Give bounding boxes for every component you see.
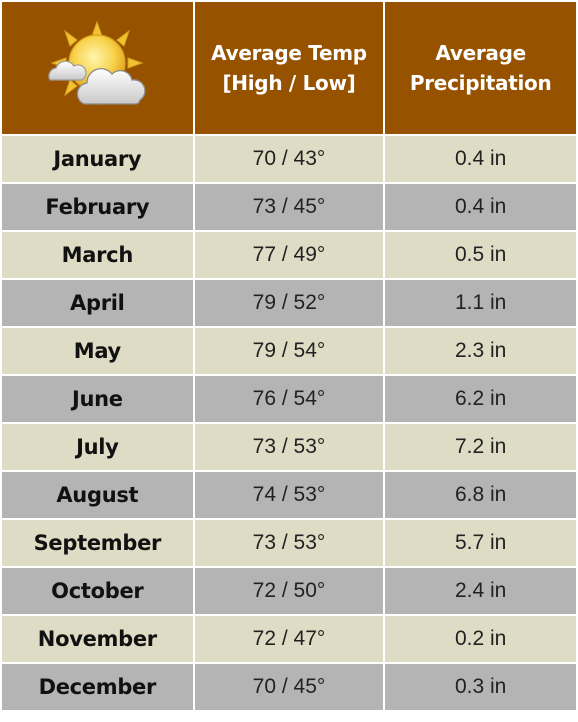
month-cell: September — [2, 520, 193, 566]
temp-cell: 76 / 54° — [194, 376, 384, 422]
month-cell: June — [2, 376, 193, 422]
month-cell: March — [2, 232, 193, 278]
sun-behind-cloud-icon — [48, 20, 146, 106]
header-avg-precip-line2: Precipitation — [409, 71, 552, 95]
month-cell: November — [2, 616, 193, 662]
month-cell: August — [2, 472, 193, 518]
precip-cell: 7.2 in — [385, 424, 576, 470]
month-cell: February — [2, 184, 193, 230]
header-avg-precip: Average Precipitation — [385, 2, 576, 134]
temp-cell: 70 / 45° — [194, 664, 384, 710]
temp-cell: 73 / 53° — [194, 520, 384, 566]
month-cell: January — [2, 136, 193, 182]
month-cell: April — [2, 280, 193, 326]
temp-cell: 73 / 53° — [194, 424, 384, 470]
precip-cell: 6.8 in — [385, 472, 576, 518]
temp-cell: 79 / 54° — [194, 328, 384, 374]
precip-cell: 5.7 in — [385, 520, 576, 566]
precip-cell: 0.3 in — [385, 664, 576, 710]
header-icon-cell — [2, 2, 193, 134]
temp-cell: 74 / 53° — [194, 472, 384, 518]
precip-cell: 0.2 in — [385, 616, 576, 662]
month-cell: December — [2, 664, 193, 710]
precip-cell: 1.1 in — [385, 280, 576, 326]
month-cell: October — [2, 568, 193, 614]
table-row: November 72 / 47° 0.2 in — [2, 616, 576, 662]
table-row: December 70 / 45° 0.3 in — [2, 664, 576, 710]
temp-cell: 72 / 47° — [194, 616, 384, 662]
header-avg-precip-line1: Average — [435, 41, 526, 65]
header-avg-temp-line2: [High / Low] — [222, 71, 356, 95]
table-row: June 76 / 54° 6.2 in — [2, 376, 576, 422]
temp-cell: 73 / 45° — [194, 184, 384, 230]
temp-cell: 70 / 43° — [194, 136, 384, 182]
precip-cell: 0.4 in — [385, 184, 576, 230]
precip-cell: 2.4 in — [385, 568, 576, 614]
precip-cell: 0.4 in — [385, 136, 576, 182]
table-row: May 79 / 54° 2.3 in — [2, 328, 576, 374]
temp-cell: 77 / 49° — [194, 232, 384, 278]
table-row: September 73 / 53° 5.7 in — [2, 520, 576, 566]
temp-cell: 79 / 52° — [194, 280, 384, 326]
table-row: April 79 / 52° 1.1 in — [2, 280, 576, 326]
month-cell: May — [2, 328, 193, 374]
month-cell: July — [2, 424, 193, 470]
precip-cell: 2.3 in — [385, 328, 576, 374]
table-header: Average Temp [High / Low] Average Precip… — [2, 2, 576, 134]
precip-cell: 6.2 in — [385, 376, 576, 422]
table-row: February 73 / 45° 0.4 in — [2, 184, 576, 230]
table-row: August 74 / 53° 6.8 in — [2, 472, 576, 518]
table-row: October 72 / 50° 2.4 in — [2, 568, 576, 614]
header-avg-temp: Average Temp [High / Low] — [194, 2, 384, 134]
temp-cell: 72 / 50° — [194, 568, 384, 614]
table-row: July 73 / 53° 7.2 in — [2, 424, 576, 470]
precip-cell: 0.5 in — [385, 232, 576, 278]
table-row: January 70 / 43° 0.4 in — [2, 136, 576, 182]
header-avg-temp-line1: Average Temp — [211, 41, 367, 65]
table-row: March 77 / 49° 0.5 in — [2, 232, 576, 278]
header-row: Average Temp [High / Low] Average Precip… — [2, 2, 576, 134]
table-body: January 70 / 43° 0.4 in February 73 / 45… — [2, 136, 576, 710]
